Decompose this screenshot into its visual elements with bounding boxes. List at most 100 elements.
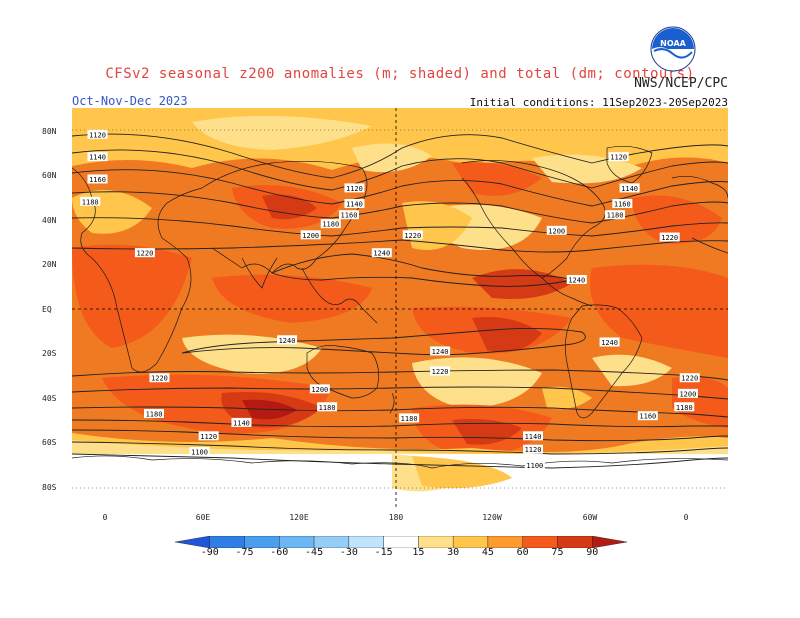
contour-label-bg [619,183,640,193]
noaa-logo-text: NOAA [660,39,686,48]
noaa-logo-icon: NOAA [650,26,696,72]
contour-label-bg [144,408,164,418]
contour-label: 1200 [300,230,321,240]
contour-label: 1180 [144,408,164,418]
contour-1220-nh [72,239,728,253]
lat-label-40n: 40N [42,216,57,225]
contour-label-text: 1220 [151,375,168,383]
contour-1180-sh [72,406,728,418]
colorbar-label: 30 [447,547,460,558]
initial-conditions: Initial conditions: 11Sep2023-20Sep2023 [469,96,728,109]
contour-label: 1140 [344,199,365,209]
contour-label-text: 1140 [89,154,106,162]
contour-label-bg [608,152,629,162]
contour-label-text: 1180 [401,415,418,423]
contour-label-text: 1120 [200,433,217,441]
contour-label-bg [87,174,108,184]
contour-label: 1120 [87,129,108,139]
colorbar-label: 15 [412,547,425,558]
contour-label-text: 1240 [279,337,296,345]
contour-label-text: 1140 [346,201,363,209]
contour-label-bg [198,431,219,441]
contour-label: 1200 [546,225,567,235]
contour-label: 1160 [612,199,633,209]
contour-label-bg [338,210,359,220]
contour-label: 1220 [134,248,155,258]
contour-label-text: 1240 [373,250,390,258]
contour-label: 1240 [277,335,298,345]
coast-europe-africa [72,167,203,373]
contour-label-text: 1160 [639,413,656,421]
colorbar [175,536,627,548]
colorbar-label: 90 [586,547,599,558]
contour-label-text: 1120 [346,185,363,193]
contour-label: 1220 [430,366,451,376]
contour-label-bg [599,337,620,347]
contour-label-bg [300,230,321,240]
contour-label: 1200 [309,384,330,394]
colorbar-label: 45 [481,547,494,558]
contour-label-text: 1120 [89,131,106,139]
contour-label-text: 1160 [341,212,358,220]
contour-label-bg [320,219,341,229]
contour-label: 1120 [198,431,219,441]
season-label: Oct-Nov-Dec 2023 [72,94,188,108]
contour-1100-sh [72,453,728,469]
contour-1120-nh [72,133,728,179]
contour-label-bg [430,346,451,356]
contour-label-text: 1160 [614,201,631,209]
contour-1160-sh [72,419,728,428]
lon-label-120w: 120W [482,513,502,522]
lat-label-60s: 60S [42,438,57,447]
contour-label-bg [231,417,252,427]
contour-label-text: 1140 [525,433,542,441]
contour-label: 1220 [149,373,170,383]
lon-label-0: 0 [102,513,108,522]
coast-asia [201,161,368,274]
contour-label-bg [402,230,423,240]
contour-label-text: 1180 [322,221,339,229]
contour-1180-nh [72,191,728,224]
contour-label: 1240 [430,346,451,356]
lat-label-20s: 20S [42,349,57,358]
contour-1120-sh [72,441,728,455]
contour-label-bg [399,413,420,423]
contour-label-text: 1180 [146,410,163,418]
contour-label-text: 1140 [621,185,638,193]
contour-label-bg [317,402,338,412]
contour-label-bg [546,225,567,235]
contour-label-text: 1220 [681,375,698,383]
contour-label-text: 1180 [676,404,693,412]
contour-label: 1180 [320,219,341,229]
contour-label-text: 1220 [404,232,421,240]
contour-label-bg [344,183,365,193]
coast-central-america [541,277,593,307]
contour-label: 1140 [619,183,640,193]
reference-lines [72,108,728,510]
contour-label: 1120 [608,152,629,162]
contour-label-text: 1180 [82,198,99,206]
contour-label-bg [566,274,587,284]
colorbar-label: -45 [305,547,324,558]
contour-label: 1240 [566,274,587,284]
contour-label-bg [87,152,108,162]
contour-label-bg [605,210,626,220]
contour-label-bg [677,388,698,398]
lon-label-60e: 60E [195,513,211,522]
contour-label: 1160 [637,411,658,421]
contour-label-bg [344,199,365,209]
contour-label: 1240 [371,248,392,258]
contour-label-bg [149,373,170,383]
lon-label-120e: 120E [289,513,309,522]
lat-label-80s: 80S [42,483,57,492]
contour-label: 1140 [87,152,108,162]
coast-africa-west [691,237,728,254]
contour-label-text: 1220 [661,234,678,242]
colorbar-label: -15 [374,547,393,558]
coastlines [72,146,728,469]
contour-label-bg [679,373,700,383]
lat-label-eq: EQ [42,305,52,314]
contour-label-text: 1220 [136,250,153,258]
colorbar-label: -90 [200,547,219,558]
sh-light-band [182,334,322,374]
